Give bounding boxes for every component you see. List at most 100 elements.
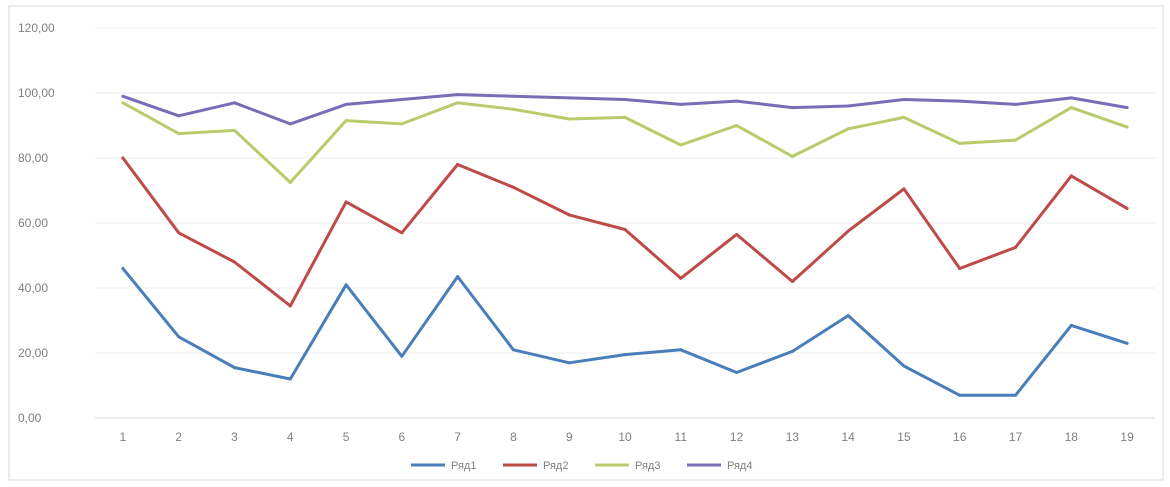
x-tick-label: 5 bbox=[343, 430, 350, 444]
data-point bbox=[121, 94, 125, 98]
data-point bbox=[790, 280, 794, 283]
x-tick-label: 7 bbox=[454, 430, 461, 444]
data-point bbox=[567, 213, 571, 217]
data-point bbox=[623, 228, 627, 231]
x-tick-label: 16 bbox=[953, 430, 967, 444]
data-point bbox=[400, 122, 404, 126]
y-tick-label: 100,00 bbox=[18, 86, 55, 100]
data-point bbox=[1014, 102, 1018, 106]
data-point bbox=[344, 102, 348, 106]
data-point bbox=[679, 143, 683, 147]
x-tick-label: 3 bbox=[231, 430, 238, 444]
data-point bbox=[456, 163, 460, 166]
series-4 bbox=[121, 93, 1129, 126]
legend-item: Ряд2 bbox=[503, 460, 568, 472]
y-tick-label: 40,00 bbox=[18, 281, 48, 295]
data-point bbox=[902, 364, 906, 368]
x-tick-label: 8 bbox=[510, 430, 517, 444]
data-point bbox=[679, 102, 683, 106]
data-point bbox=[1125, 206, 1129, 210]
data-point bbox=[790, 106, 794, 110]
data-point bbox=[1069, 106, 1073, 110]
x-tick-label: 14 bbox=[841, 430, 855, 444]
data-point bbox=[511, 185, 515, 189]
x-tick-label: 19 bbox=[1120, 430, 1134, 444]
x-tick-label: 13 bbox=[786, 430, 800, 444]
data-point bbox=[400, 231, 404, 235]
data-point bbox=[456, 101, 460, 105]
data-point bbox=[456, 275, 460, 279]
data-point bbox=[232, 366, 236, 370]
data-point bbox=[511, 348, 515, 352]
data-point bbox=[1125, 125, 1129, 129]
data-point bbox=[958, 141, 962, 145]
series-lines bbox=[121, 93, 1129, 397]
data-point bbox=[1069, 174, 1073, 178]
y-tick-label: 20,00 bbox=[18, 346, 48, 360]
data-point bbox=[902, 98, 906, 101]
data-point bbox=[288, 180, 292, 184]
data-point bbox=[846, 127, 850, 131]
x-tick-label: 15 bbox=[897, 430, 911, 444]
data-point bbox=[623, 115, 627, 119]
data-point bbox=[344, 283, 348, 287]
data-point bbox=[790, 349, 794, 353]
data-point bbox=[1014, 138, 1018, 142]
data-point bbox=[567, 361, 571, 365]
x-tick-label: 12 bbox=[730, 430, 744, 444]
series-1 bbox=[121, 267, 1129, 397]
series-2 bbox=[121, 156, 1129, 308]
data-point bbox=[121, 101, 125, 105]
data-point bbox=[902, 115, 906, 119]
data-point bbox=[567, 117, 571, 121]
data-point bbox=[511, 107, 515, 111]
legend-label: Ряд3 bbox=[635, 460, 660, 472]
y-tick-label: 0,00 bbox=[18, 411, 42, 425]
data-point bbox=[567, 96, 571, 100]
data-point bbox=[400, 354, 404, 358]
legend: Ряд1 Ряд2 Ряд3 Ряд4 bbox=[411, 460, 752, 472]
data-point bbox=[177, 231, 181, 235]
data-point bbox=[1069, 323, 1073, 327]
data-point bbox=[1069, 96, 1073, 100]
data-point bbox=[735, 232, 739, 236]
data-point bbox=[511, 94, 515, 98]
data-point bbox=[623, 353, 627, 357]
data-point bbox=[232, 260, 236, 264]
data-point bbox=[121, 267, 125, 270]
data-point bbox=[177, 114, 181, 118]
data-point bbox=[846, 314, 850, 318]
data-point bbox=[121, 156, 125, 160]
data-point bbox=[679, 276, 683, 280]
legend-item: Ряд3 bbox=[595, 460, 660, 472]
y-tick-label: 80,00 bbox=[18, 151, 48, 165]
data-point bbox=[958, 267, 962, 270]
data-point bbox=[232, 128, 236, 132]
legend-item: Ряд4 bbox=[687, 460, 752, 472]
data-point bbox=[177, 335, 181, 339]
chart-border bbox=[8, 5, 1164, 481]
data-point bbox=[958, 393, 962, 397]
x-tick-label: 10 bbox=[618, 430, 632, 444]
legend-label: Ряд2 bbox=[543, 460, 568, 472]
legend-label: Ряд1 bbox=[451, 460, 476, 472]
x-tick-label: 17 bbox=[1009, 430, 1023, 444]
data-point bbox=[958, 99, 962, 103]
data-point bbox=[344, 200, 348, 204]
data-point bbox=[1014, 245, 1018, 249]
x-tick-label: 4 bbox=[287, 430, 294, 444]
x-axis: 1 2 3 4 5 6 7 8 9 10 11 12 13 14 15 16 17 18 19 bbox=[120, 430, 1135, 444]
data-point bbox=[288, 304, 292, 308]
x-tick-label: 1 bbox=[120, 430, 127, 444]
x-tick-label: 2 bbox=[175, 430, 182, 444]
data-point bbox=[1125, 341, 1129, 345]
x-tick-label: 18 bbox=[1065, 430, 1079, 444]
gridlines bbox=[95, 27, 1155, 419]
data-point bbox=[1014, 393, 1018, 397]
data-point bbox=[288, 377, 292, 381]
data-point bbox=[400, 98, 404, 101]
data-point bbox=[288, 122, 292, 126]
legend-label: Ряд4 bbox=[727, 460, 752, 472]
data-point bbox=[1125, 106, 1129, 110]
